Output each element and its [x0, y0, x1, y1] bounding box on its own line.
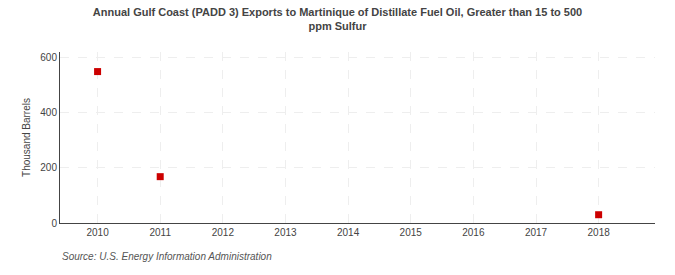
- svg-text:2016: 2016: [462, 227, 485, 238]
- svg-text:400: 400: [40, 107, 57, 118]
- svg-text:2018: 2018: [588, 227, 611, 238]
- svg-text:0: 0: [51, 218, 57, 229]
- svg-text:600: 600: [40, 52, 57, 63]
- svg-text:2017: 2017: [525, 227, 548, 238]
- svg-text:2012: 2012: [212, 227, 235, 238]
- svg-text:2014: 2014: [337, 227, 360, 238]
- svg-text:200: 200: [40, 162, 57, 173]
- svg-text:Source: U.S. Energy Informatio: Source: U.S. Energy Information Administ…: [62, 251, 272, 262]
- svg-text:Thousand Barrels: Thousand Barrels: [21, 98, 32, 177]
- svg-text:2010: 2010: [86, 227, 109, 238]
- svg-text:Annual Gulf Coast (PADD 3) Exp: Annual Gulf Coast (PADD 3) Exports to Ma…: [93, 6, 582, 32]
- svg-text:2013: 2013: [274, 227, 297, 238]
- svg-text:2011: 2011: [149, 227, 171, 238]
- svg-text:2015: 2015: [400, 227, 423, 238]
